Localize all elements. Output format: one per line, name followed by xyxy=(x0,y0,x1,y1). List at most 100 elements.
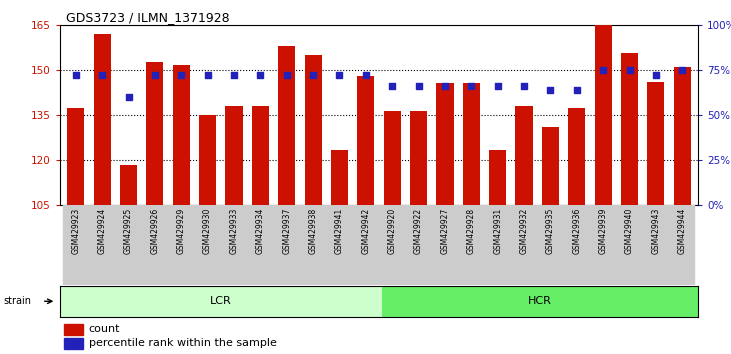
Bar xyxy=(643,205,669,285)
Bar xyxy=(489,150,507,205)
Text: GSM429927: GSM429927 xyxy=(441,208,450,254)
Bar xyxy=(60,286,382,317)
Point xyxy=(202,73,213,78)
Bar xyxy=(115,205,142,285)
Text: strain: strain xyxy=(4,296,31,306)
Bar xyxy=(300,205,326,285)
Text: GSM429932: GSM429932 xyxy=(520,208,529,254)
Bar xyxy=(436,84,453,205)
Text: GSM429942: GSM429942 xyxy=(361,208,371,254)
Text: GDS3723 / ILMN_1371928: GDS3723 / ILMN_1371928 xyxy=(66,11,230,24)
Bar xyxy=(89,205,115,285)
Point xyxy=(597,67,609,73)
Bar xyxy=(247,205,273,285)
Bar xyxy=(410,110,427,205)
Text: GSM429922: GSM429922 xyxy=(414,208,423,254)
Text: GSM429935: GSM429935 xyxy=(546,208,555,254)
Text: GSM429926: GSM429926 xyxy=(151,208,159,254)
Bar xyxy=(564,205,590,285)
Bar xyxy=(120,165,137,205)
Bar xyxy=(515,106,533,205)
Point xyxy=(624,67,635,73)
Text: GSM429925: GSM429925 xyxy=(124,208,133,254)
Bar xyxy=(279,46,295,205)
Bar xyxy=(63,205,89,285)
Point xyxy=(70,73,82,78)
Bar xyxy=(221,205,247,285)
Text: percentile rank within the sample: percentile rank within the sample xyxy=(89,338,277,348)
Bar xyxy=(273,205,300,285)
Bar xyxy=(352,205,379,285)
Text: GSM429936: GSM429936 xyxy=(572,208,581,254)
Bar xyxy=(326,205,352,285)
Point xyxy=(518,83,530,89)
Bar xyxy=(616,205,643,285)
Bar xyxy=(432,205,458,285)
Bar xyxy=(648,82,664,205)
Point xyxy=(439,83,451,89)
Bar xyxy=(142,205,168,285)
Bar xyxy=(511,205,537,285)
Point xyxy=(360,73,371,78)
Bar xyxy=(384,110,401,205)
Point xyxy=(307,73,319,78)
Text: GSM429931: GSM429931 xyxy=(493,208,502,254)
Bar xyxy=(621,53,638,205)
Bar xyxy=(199,115,216,205)
Bar xyxy=(537,205,564,285)
Point xyxy=(281,73,292,78)
Bar xyxy=(251,106,269,205)
Point xyxy=(175,73,187,78)
Bar xyxy=(64,338,83,349)
Bar xyxy=(594,25,612,205)
Bar xyxy=(64,324,83,335)
Point xyxy=(96,73,108,78)
Point xyxy=(413,83,425,89)
Bar xyxy=(379,205,406,285)
Text: GSM429937: GSM429937 xyxy=(282,208,291,254)
Point xyxy=(123,94,135,100)
Point xyxy=(228,73,240,78)
Point xyxy=(149,73,161,78)
Text: LCR: LCR xyxy=(210,296,232,306)
Text: count: count xyxy=(89,324,121,334)
Bar xyxy=(67,108,84,205)
Bar xyxy=(458,205,485,285)
Bar xyxy=(485,205,511,285)
Bar xyxy=(146,62,164,205)
Text: GSM429940: GSM429940 xyxy=(625,208,634,254)
Bar xyxy=(382,286,698,317)
Text: GSM429944: GSM429944 xyxy=(678,208,687,254)
Bar xyxy=(225,106,243,205)
Bar xyxy=(331,150,348,205)
Bar xyxy=(168,205,194,285)
Point xyxy=(254,73,266,78)
Bar xyxy=(568,108,586,205)
Text: GSM429929: GSM429929 xyxy=(177,208,186,254)
Bar xyxy=(463,84,480,205)
Point xyxy=(466,83,477,89)
Text: GSM429933: GSM429933 xyxy=(230,208,238,254)
Bar xyxy=(674,67,691,205)
Text: GSM429920: GSM429920 xyxy=(387,208,397,254)
Text: GSM429924: GSM429924 xyxy=(98,208,107,254)
Bar xyxy=(173,65,190,205)
Text: HCR: HCR xyxy=(528,296,552,306)
Point xyxy=(387,83,398,89)
Point xyxy=(650,73,662,78)
Bar xyxy=(590,205,616,285)
Bar xyxy=(669,205,695,285)
Text: GSM429930: GSM429930 xyxy=(203,208,212,254)
Point xyxy=(676,67,688,73)
Point xyxy=(492,83,504,89)
Text: GSM429934: GSM429934 xyxy=(256,208,265,254)
Point xyxy=(333,73,345,78)
Text: GSM429928: GSM429928 xyxy=(467,208,476,254)
Bar xyxy=(406,205,432,285)
Text: GSM429939: GSM429939 xyxy=(599,208,607,254)
Bar xyxy=(542,127,559,205)
Text: GSM429938: GSM429938 xyxy=(308,208,317,254)
Bar xyxy=(357,76,374,205)
Text: GSM429943: GSM429943 xyxy=(651,208,660,254)
Bar xyxy=(194,205,221,285)
